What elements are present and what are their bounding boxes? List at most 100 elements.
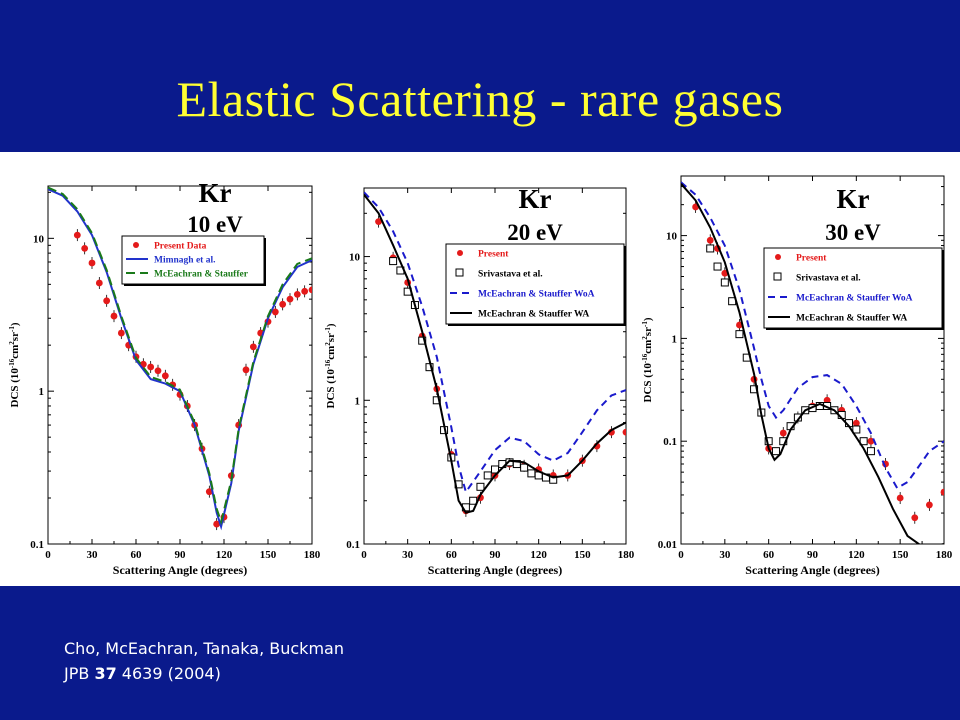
data-point-present xyxy=(375,218,382,226)
x-axis-label: Scattering Angle (degrees) xyxy=(428,563,562,577)
chart-subtitle: 20 eV xyxy=(507,220,563,245)
x-tick-label: 180 xyxy=(936,549,953,561)
data-point-present-data xyxy=(286,295,294,303)
chart-kr-10ev: 0 30 60 90 120 150 180 0.1 1 10 Scattering Angle (… xyxy=(8,178,321,577)
x-tick-label: 150 xyxy=(892,549,909,561)
data-point-present-data xyxy=(249,343,257,351)
data-point-present xyxy=(925,501,933,509)
x-axis-label: Scattering Angle (degrees) xyxy=(745,563,879,577)
y-tick-label: 1 xyxy=(39,386,45,398)
y-axis-label-part: DCS (10 xyxy=(325,369,337,409)
citation-volume: 37 xyxy=(94,664,117,683)
series-line-mceachran-stauffer-woa xyxy=(681,181,944,490)
x-tick-label: 60 xyxy=(131,549,143,561)
legend-label-present: Present xyxy=(478,250,509,260)
y-axis-label-superscript: 2 xyxy=(641,336,649,340)
y-axis-label-superscript: 2 xyxy=(324,342,332,346)
x-tick-label: 60 xyxy=(763,549,775,561)
y-axis-label-part: cm xyxy=(642,340,654,354)
plot-area xyxy=(364,191,626,517)
plot-area xyxy=(681,181,944,544)
data-point-present-data xyxy=(103,297,111,305)
citation-pages-year: 4639 (2004) xyxy=(121,664,221,683)
legend-label-srivastava-et-al: Srivastava et al. xyxy=(478,270,543,280)
y-tick-label: 1 xyxy=(355,395,361,407)
citation-journal: JPB xyxy=(64,664,90,683)
y-axis-label-part: ) xyxy=(9,322,21,326)
legend-marker-present xyxy=(457,250,463,256)
chart-kr-30ev: 0 30 60 90 120 150 180 0.01 0.1 1 10 Scattering Ang… xyxy=(641,175,953,577)
data-point-present-data xyxy=(73,231,81,239)
chart-subtitle: 30 eV xyxy=(825,220,881,245)
chart-subtitle: 10 eV xyxy=(187,212,243,237)
y-axis-label: DCS (10-16cm2sr-1) xyxy=(641,317,654,402)
data-point-present-data xyxy=(205,488,213,496)
y-tick-label: 10 xyxy=(33,233,45,245)
legend: Present Data Mimnagh et al. McEachran & St… xyxy=(121,235,266,286)
series-line-mceachran-stauffer xyxy=(48,186,312,526)
legend-label-mimnagh-et-al: Mimnagh et al. xyxy=(154,256,215,266)
data-point-srivastava-et-al xyxy=(713,262,722,271)
y-axis-label-part: DCS (10 xyxy=(642,363,654,403)
plot-area xyxy=(48,186,312,531)
data-point-srivastava-et-al xyxy=(549,475,558,484)
chart-kr-20ev: 0 30 60 90 120 150 180 0.1 1 10 Scattering Angle (… xyxy=(324,184,635,577)
legend-label-mceachran-stauffer-wa: McEachran & Stauffer WA xyxy=(478,310,589,320)
y-tick-label: 0.1 xyxy=(663,436,677,448)
x-tick-label: 0 xyxy=(45,549,51,561)
data-point-srivastava-et-al xyxy=(491,465,499,474)
data-point-present-data xyxy=(147,363,155,371)
slide-title: Elastic Scattering - rare gases xyxy=(176,71,784,127)
y-axis-label-superscript: -16 xyxy=(641,353,649,363)
x-tick-label: 90 xyxy=(807,549,819,561)
legend-label-present-data: Present Data xyxy=(154,242,207,252)
legend-box xyxy=(763,247,943,329)
y-axis-label-part: DCS (10 xyxy=(9,368,21,408)
data-point-srivastava-et-al xyxy=(527,469,536,478)
x-tick-label: 30 xyxy=(402,549,414,561)
y-axis-label-superscript: -16 xyxy=(324,359,332,369)
y-axis-label-superscript: -1 xyxy=(324,327,332,333)
x-tick-label: 120 xyxy=(216,549,233,561)
x-tick-label: 0 xyxy=(678,549,684,561)
y-axis-label-superscript: -1 xyxy=(641,321,649,327)
legend-label-mceachran-stauffer-wa: McEachran & Stauffer WA xyxy=(796,314,907,324)
y-axis-label-part: cm xyxy=(9,345,21,359)
citation-authors: Cho, McEachran, Tanaka, Buckman xyxy=(64,639,344,658)
data-point-present-data xyxy=(117,329,125,337)
x-tick-label: 90 xyxy=(490,549,502,561)
y-tick-label: 10 xyxy=(349,252,361,264)
data-point-present-data xyxy=(88,259,96,267)
data-point-srivastava-et-al xyxy=(418,336,427,345)
data-point-srivastava-et-al xyxy=(852,425,861,434)
data-point-present xyxy=(896,494,904,502)
data-point-srivastava-et-al xyxy=(389,257,398,266)
x-tick-label: 30 xyxy=(87,549,99,561)
y-axis-label-part: ) xyxy=(325,323,337,327)
data-point-present-data xyxy=(110,312,118,320)
legend-label-present: Present xyxy=(796,254,827,264)
y-axis-label-superscript: -16 xyxy=(8,358,16,368)
data-point-srivastava-et-al xyxy=(859,437,868,446)
data-point-present-data xyxy=(279,300,287,308)
legend-label-mceachran-stauffer: McEachran & Stauffer xyxy=(154,270,249,280)
data-point-present-data xyxy=(242,366,250,374)
series-line-mceachran-stauffer-wa xyxy=(364,193,626,514)
y-axis-label-part: sr xyxy=(642,327,654,336)
y-tick-label: 10 xyxy=(666,231,678,243)
legend-label-mceachran-stauffer-woa: McEachran & Stauffer WoA xyxy=(796,294,913,304)
y-axis-label-superscript: -1 xyxy=(8,326,16,332)
data-point-present xyxy=(779,429,787,437)
data-point-present-data xyxy=(81,244,89,252)
data-point-present xyxy=(823,396,831,404)
legend: Present Srivastava et al. McEachran & Stau… xyxy=(763,247,944,330)
y-tick-label: 0.01 xyxy=(658,539,677,551)
data-point-srivastava-et-al xyxy=(720,278,729,287)
citation: Cho, McEachran, Tanaka, Buckman JPB 37 4… xyxy=(64,636,344,686)
data-point-srivastava-et-al xyxy=(706,244,715,253)
series-line-mimnagh-et-al xyxy=(48,188,312,531)
legend-marker-present xyxy=(775,254,781,260)
data-point-present-data xyxy=(213,520,221,528)
data-point-present xyxy=(622,428,626,436)
